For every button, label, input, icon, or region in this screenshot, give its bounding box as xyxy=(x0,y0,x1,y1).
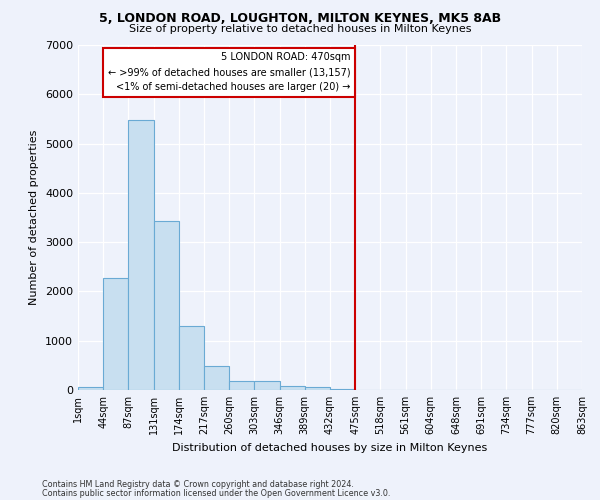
Y-axis label: Number of detached properties: Number of detached properties xyxy=(29,130,40,305)
Text: Size of property relative to detached houses in Milton Keynes: Size of property relative to detached ho… xyxy=(129,24,471,34)
Bar xyxy=(179,326,204,390)
Bar xyxy=(280,386,305,390)
Bar xyxy=(103,278,128,390)
Text: Contains HM Land Registry data © Crown copyright and database right 2024.: Contains HM Land Registry data © Crown c… xyxy=(42,480,354,489)
Bar xyxy=(154,222,179,390)
Bar xyxy=(330,388,355,390)
Text: 5 LONDON ROAD: 470sqm
← >99% of detached houses are smaller (13,157)
<1% of semi: 5 LONDON ROAD: 470sqm ← >99% of detached… xyxy=(107,52,350,92)
Text: 5, LONDON ROAD, LOUGHTON, MILTON KEYNES, MK5 8AB: 5, LONDON ROAD, LOUGHTON, MILTON KEYNES,… xyxy=(99,12,501,26)
Bar xyxy=(128,120,154,390)
Bar xyxy=(254,382,280,390)
Bar xyxy=(229,380,254,390)
X-axis label: Distribution of detached houses by size in Milton Keynes: Distribution of detached houses by size … xyxy=(172,442,488,452)
Bar xyxy=(305,388,330,390)
Bar xyxy=(78,386,103,390)
Text: Contains public sector information licensed under the Open Government Licence v3: Contains public sector information licen… xyxy=(42,488,391,498)
Bar xyxy=(204,366,229,390)
